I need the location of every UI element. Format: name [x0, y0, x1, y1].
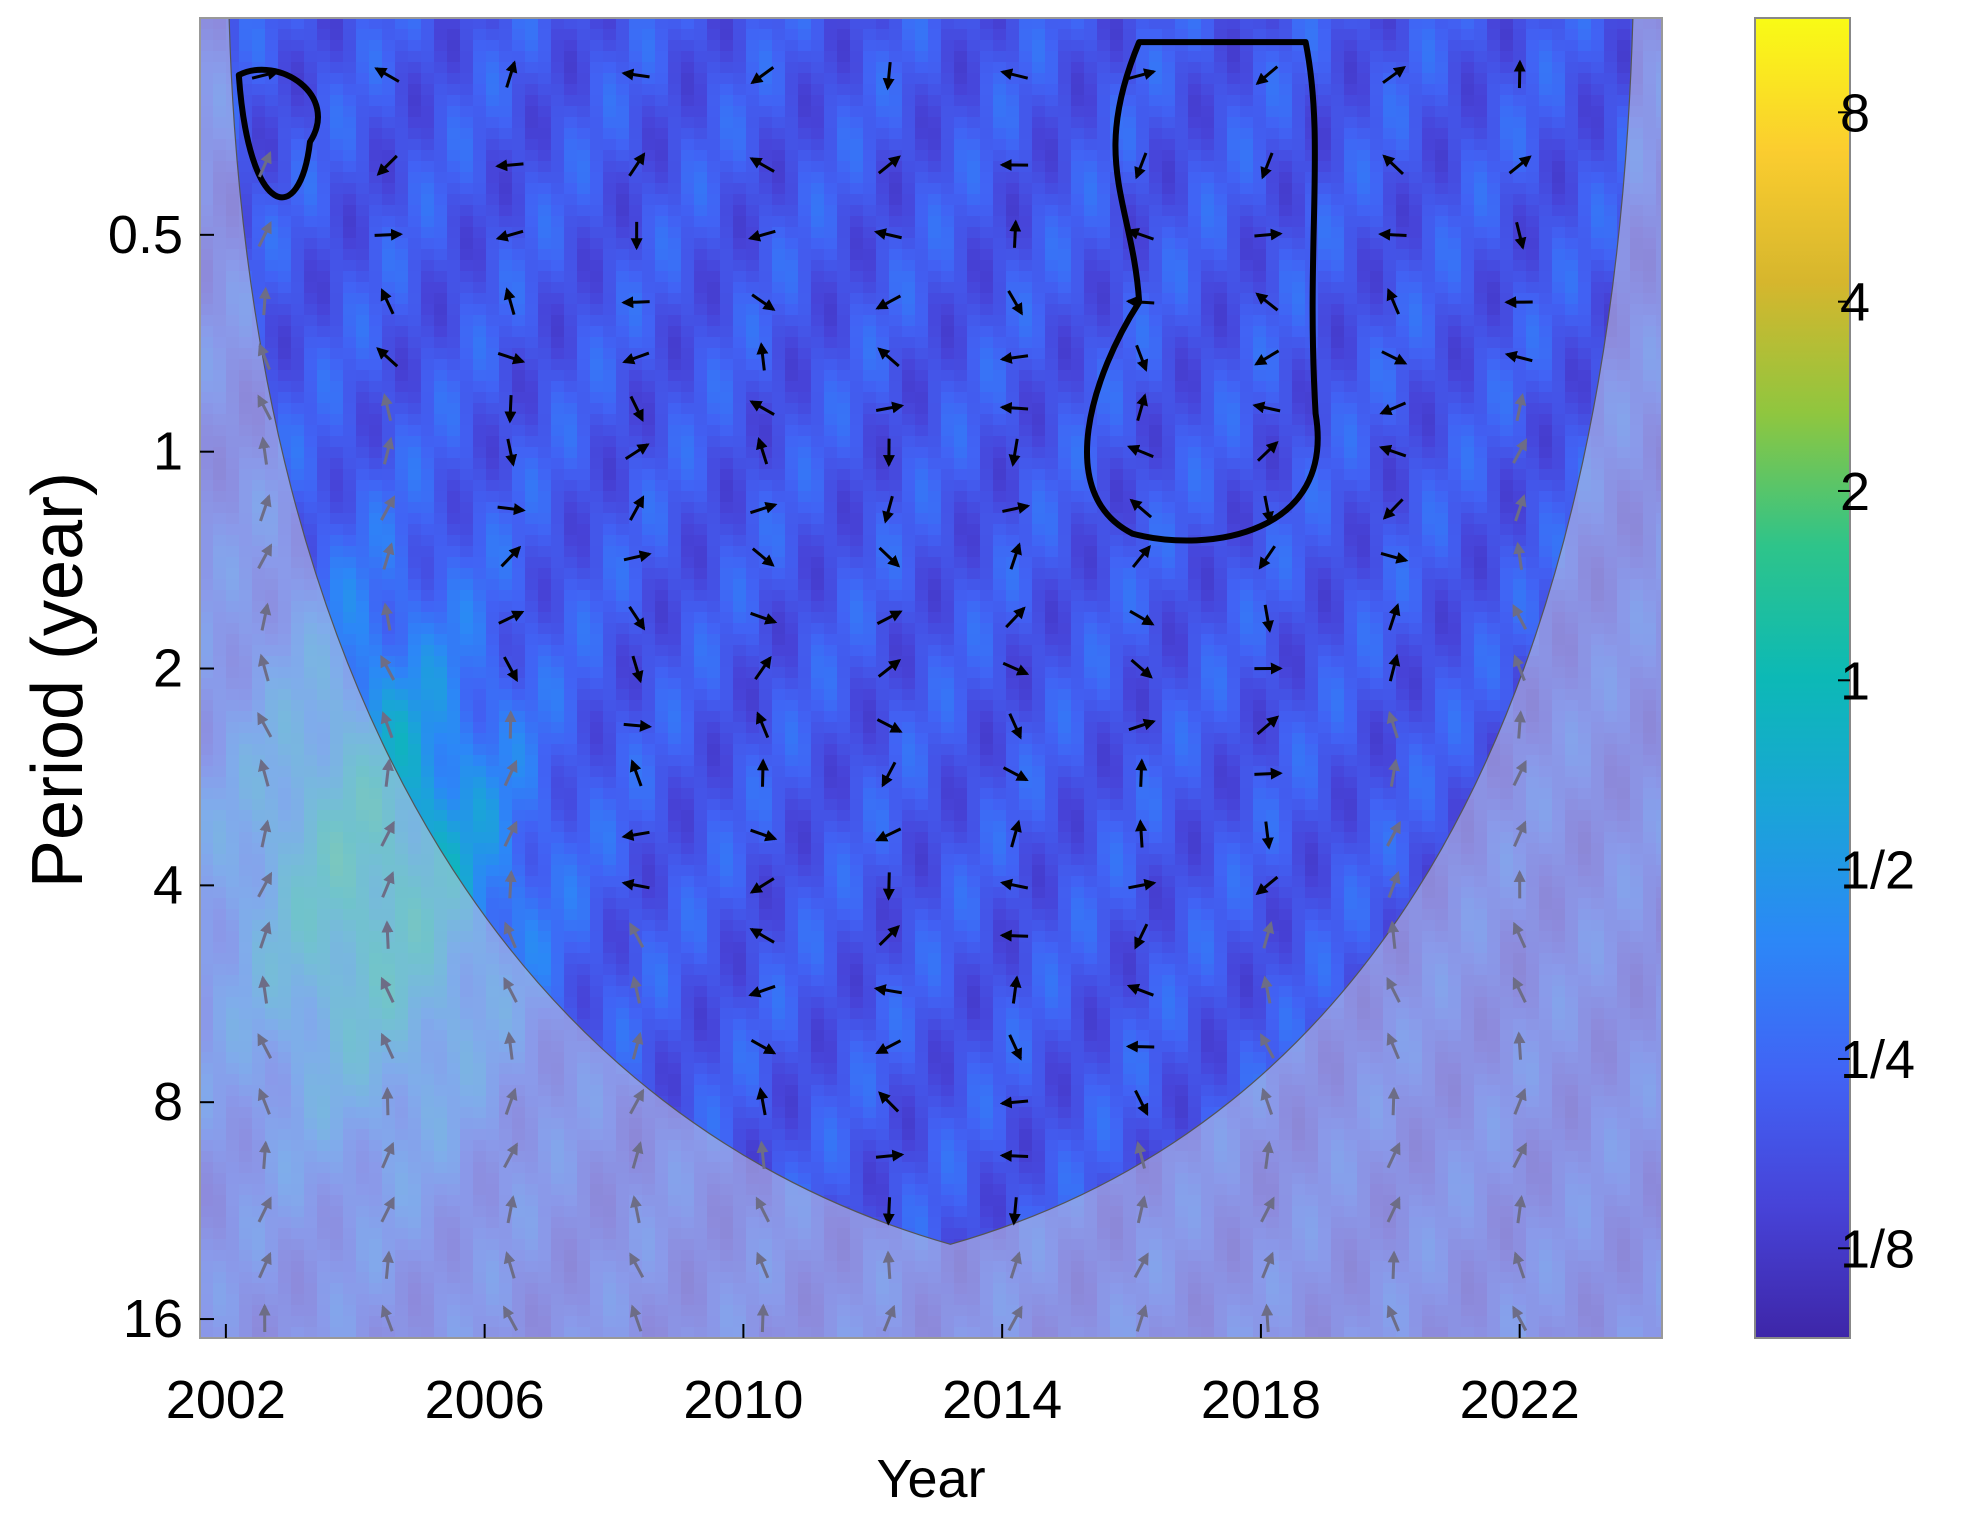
colorbar: 8 4 2 1 1/2 1/4 1/8	[1755, 18, 1915, 1338]
phase-arrow	[888, 1197, 889, 1223]
y-tick-label: 0.5	[108, 205, 183, 265]
x-axis-ticks: 2002 2006 2010 2014 2018 2022	[166, 1324, 1580, 1430]
colorbar-tick-label: 1/2	[1840, 841, 1915, 901]
y-tick-label: 8	[153, 1072, 183, 1132]
y-axis-ticks: 0.5 1 2 4 8 16	[108, 205, 214, 1349]
y-axis-label: Period (year)	[18, 472, 98, 888]
phase-arrow	[264, 1143, 266, 1169]
phase-arrow	[888, 1253, 890, 1279]
phase-arrow	[889, 872, 890, 898]
colorbar-gradient	[1755, 18, 1850, 1338]
phase-arrow	[1002, 935, 1028, 936]
phase-arrow	[510, 395, 511, 421]
x-axis-label: Year	[876, 1449, 985, 1509]
colorbar-tick-label: 8	[1840, 83, 1870, 143]
colorbar-tick-label: 1/8	[1840, 1219, 1915, 1279]
y-tick-label: 16	[123, 1289, 183, 1349]
phase-arrow	[1393, 1089, 1394, 1115]
phase-arrow	[1519, 62, 1520, 88]
phase-arrow	[387, 923, 388, 949]
x-tick-label: 2002	[166, 1370, 286, 1430]
phase-arrow	[1140, 822, 1142, 848]
colorbar-tick-label: 4	[1840, 273, 1870, 333]
phase-arrow	[624, 302, 650, 303]
colorbar-tick-label: 1/4	[1840, 1030, 1915, 1090]
x-tick-label: 2018	[1201, 1370, 1321, 1430]
colorbar-tick-label: 2	[1840, 462, 1870, 522]
phase-arrow	[1519, 1034, 1521, 1060]
x-tick-label: 2010	[683, 1370, 803, 1430]
phase-arrow	[264, 289, 266, 315]
phase-arrow	[1002, 1155, 1028, 1156]
y-tick-label: 4	[153, 855, 183, 915]
phase-arrow	[1128, 301, 1154, 303]
phase-arrow	[1254, 773, 1280, 774]
phase-arrow	[1381, 234, 1407, 235]
phase-arrow	[1393, 1253, 1394, 1279]
phase-arrow	[375, 234, 401, 235]
y-tick-label: 1	[153, 422, 183, 482]
phase-arrow	[1519, 713, 1521, 739]
x-tick-label: 2006	[425, 1370, 545, 1430]
phase-arrow	[387, 1089, 388, 1115]
phase-arrow	[1015, 222, 1016, 248]
phase-arrow	[762, 1306, 763, 1332]
phase-arrow	[1267, 1306, 1269, 1332]
phase-arrow	[510, 872, 511, 898]
phase-arrow	[1141, 761, 1142, 787]
phase-arrow	[763, 761, 764, 787]
colorbar-tick-label: 1	[1840, 651, 1870, 711]
x-tick-label: 2022	[1460, 1370, 1580, 1430]
phase-arrow	[1002, 407, 1028, 409]
x-tick-label: 2014	[942, 1370, 1062, 1430]
y-tick-label: 2	[153, 639, 183, 699]
